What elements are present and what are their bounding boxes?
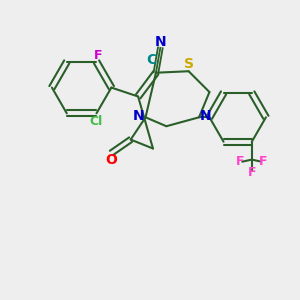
Text: F: F	[259, 155, 267, 169]
Text: F: F	[94, 49, 102, 62]
Text: F: F	[248, 167, 256, 179]
Text: F: F	[236, 155, 245, 169]
Text: N: N	[133, 109, 145, 123]
Text: C: C	[146, 53, 157, 67]
Text: N: N	[200, 109, 212, 123]
Text: N: N	[154, 35, 166, 49]
Text: S: S	[184, 57, 194, 71]
Text: O: O	[105, 152, 117, 167]
Text: Cl: Cl	[90, 115, 103, 128]
